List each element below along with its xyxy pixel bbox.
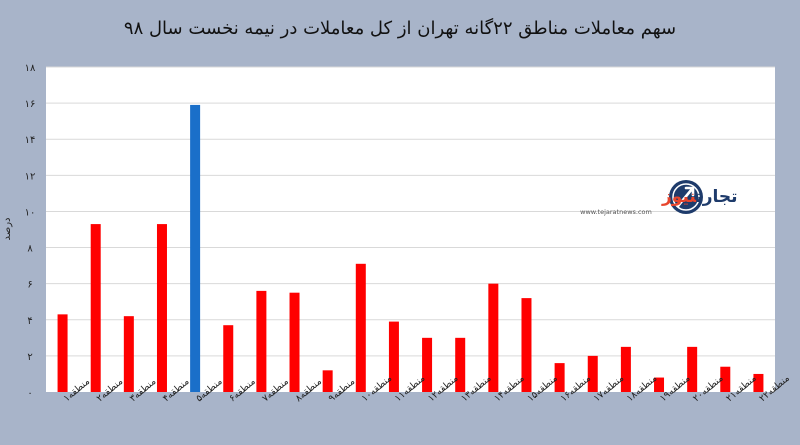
bar bbox=[455, 337, 466, 392]
bar bbox=[753, 373, 764, 392]
y-tick-label: ۱۲ bbox=[25, 171, 36, 182]
bars bbox=[57, 104, 764, 393]
bar bbox=[90, 224, 101, 392]
watermark-url: www.tejaratnews.com bbox=[580, 208, 652, 216]
bar bbox=[256, 290, 267, 392]
bar bbox=[521, 298, 532, 392]
bar bbox=[422, 337, 433, 392]
bar bbox=[488, 283, 499, 392]
bar bbox=[388, 321, 399, 392]
bar bbox=[57, 314, 68, 392]
arrow-up-icon bbox=[676, 186, 695, 208]
y-axis-ticks: ۰ ۲ ۴ ۶ ۸ ۱۰ ۱۲ ۱۴ ۱۶ ۱۸ bbox=[25, 63, 36, 399]
bar bbox=[720, 366, 731, 392]
y-axis-label: درصد bbox=[2, 217, 13, 240]
bar bbox=[289, 292, 300, 392]
plot-area bbox=[46, 67, 775, 392]
watermark-brand-dark: تجارت bbox=[695, 187, 737, 207]
chart-title: سهم معاملات مناطق ۲۲گانه تهران از کل معا… bbox=[124, 17, 676, 39]
y-tick-label: ۱۶ bbox=[25, 99, 36, 110]
y-tick-label: ۴ bbox=[27, 316, 32, 327]
bar bbox=[587, 355, 598, 392]
bar bbox=[190, 104, 201, 393]
y-tick-label: ۶ bbox=[27, 280, 32, 291]
y-tick-label: ۱۰ bbox=[25, 207, 36, 218]
bar bbox=[687, 346, 698, 392]
bar bbox=[322, 370, 333, 392]
watermark-brand: تجارتنیوز bbox=[661, 187, 738, 207]
bar bbox=[156, 224, 167, 392]
bar bbox=[123, 316, 134, 392]
y-tick-label: ۱۴ bbox=[25, 135, 36, 146]
y-tick-label: ۲ bbox=[27, 352, 32, 363]
watermark-logo: تجارتنیوز www.tejaratnews.com bbox=[580, 180, 738, 216]
bar bbox=[355, 263, 366, 392]
gridlines bbox=[46, 66, 775, 357]
bar bbox=[620, 346, 631, 392]
watermark-brand-accent: نیوز bbox=[661, 187, 697, 207]
bar bbox=[554, 363, 565, 392]
logo-icon-ring bbox=[672, 183, 700, 211]
bar bbox=[654, 377, 665, 392]
y-tick-label: ۱۸ bbox=[25, 63, 36, 74]
bar bbox=[223, 325, 234, 392]
y-tick-label: ۸ bbox=[27, 244, 33, 255]
y-tick-label: ۰ bbox=[27, 388, 32, 399]
